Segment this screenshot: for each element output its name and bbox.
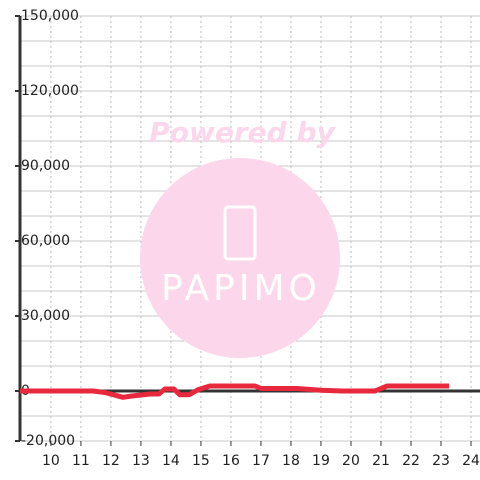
watermark: Powered by PAPIMO xyxy=(140,116,340,358)
watermark-phone xyxy=(223,205,257,261)
y-tick-label: 90,000 xyxy=(21,158,70,174)
x-tick-label: 24 xyxy=(462,453,480,469)
x-tick-label: 17 xyxy=(252,453,270,469)
x-tick-label: 23 xyxy=(432,453,450,469)
x-tick-label: 15 xyxy=(192,453,210,469)
y-tick-label: -20,000 xyxy=(21,433,75,449)
data-line xyxy=(20,383,450,400)
x-tick-label: 12 xyxy=(102,453,120,469)
watermark-logo: PAPIMO xyxy=(161,268,321,309)
x-tick-label: 10 xyxy=(42,453,60,469)
y-tick-label: 120,000 xyxy=(21,83,79,99)
x-tick-label: 13 xyxy=(132,453,150,469)
x-tick-label: 20 xyxy=(342,453,360,469)
watermark-text: Powered by xyxy=(149,116,336,149)
x-tick-label: 18 xyxy=(282,453,300,469)
x-tick-label: 14 xyxy=(162,453,180,469)
x-tick-label: 19 xyxy=(312,453,330,469)
x-tick-label: 21 xyxy=(372,453,390,469)
y-tick-label: 150,000 xyxy=(21,8,79,24)
y-tick-label: 30,000 xyxy=(21,308,70,324)
y-tick-label: 60,000 xyxy=(21,233,70,249)
x-tick-label: 22 xyxy=(402,453,420,469)
x-tick-label: 11 xyxy=(72,453,90,469)
x-tick-label: 16 xyxy=(222,453,240,469)
